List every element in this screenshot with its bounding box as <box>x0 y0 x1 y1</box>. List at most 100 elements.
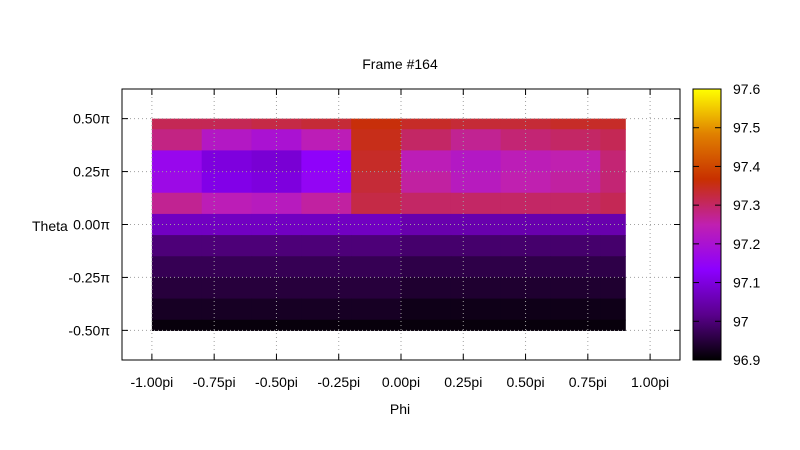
heatmap-cell <box>201 256 253 279</box>
heatmap-cell <box>251 213 302 236</box>
x-tick-label: -0.75pi <box>193 374 236 390</box>
heatmap-cell <box>201 171 253 194</box>
heatmap-cell <box>301 277 352 300</box>
heatmap-cell <box>351 213 402 236</box>
heatmap-cell <box>251 118 302 130</box>
heatmap-cell <box>600 213 626 236</box>
colorbar-label: 97.5 <box>733 120 760 136</box>
chart-title: Frame #164 <box>362 56 438 72</box>
heatmap-cell <box>600 298 626 321</box>
heatmap-cell <box>201 118 253 130</box>
heatmap-cell <box>550 192 601 215</box>
heatmap-cell <box>301 150 352 173</box>
heatmap-cell <box>600 277 626 300</box>
heatmap-cell <box>151 235 203 257</box>
heatmap-cell <box>401 235 452 257</box>
heatmap-cell <box>401 192 452 215</box>
heatmap-cell <box>450 213 502 236</box>
heatmap-cell <box>500 129 552 151</box>
y-tick-label: 0.00π <box>73 217 110 233</box>
grid-lines <box>122 89 680 360</box>
axis-ticks <box>122 89 680 360</box>
y-tick-labels: 0.50π 0.25π 0.00π -0.25π -0.50π <box>68 111 110 339</box>
heatmap-cell <box>550 235 601 257</box>
heatmap-cell <box>600 129 626 151</box>
heatmap-cell <box>251 129 302 151</box>
heatmap-cell <box>550 213 601 236</box>
x-tick-label: -1.00pi <box>130 374 173 390</box>
heatmap-cell <box>351 171 402 194</box>
heatmap-cell <box>600 118 626 130</box>
heatmap-cell <box>401 118 452 130</box>
x-tick-label: 0.00pi <box>382 374 420 390</box>
heatmap-cell <box>550 150 601 173</box>
heatmap-cell <box>600 319 626 331</box>
y-tick-label: 0.25π <box>73 164 110 180</box>
y-tick-label: -0.50π <box>68 322 110 338</box>
heatmap-cell <box>401 277 452 300</box>
heatmap-cell <box>301 129 352 151</box>
y-axis-label: Theta <box>32 218 68 234</box>
heatmap-cell <box>550 129 601 151</box>
colorbar-label: 97 <box>733 313 749 329</box>
heatmap-cell <box>301 192 352 215</box>
heatmap-cell <box>151 192 203 215</box>
colorbar-label: 97.3 <box>733 197 760 213</box>
colorbar-label: 97.4 <box>733 158 760 174</box>
heatmap-cell <box>450 150 502 173</box>
heatmap-cell <box>301 319 352 331</box>
x-tick-label: 0.75pi <box>569 374 607 390</box>
heatmap-cell <box>201 319 253 331</box>
heatmap-cell <box>201 277 253 300</box>
heatmap-cell <box>251 277 302 300</box>
heatmap-cell <box>550 256 601 279</box>
heatmap-cell <box>500 118 552 130</box>
heatmap-cell <box>351 256 402 279</box>
heatmap-cell <box>251 171 302 194</box>
heatmap-cell <box>351 235 402 257</box>
colorbar <box>692 88 722 361</box>
heatmap-cell <box>301 298 352 321</box>
heatmap-cell <box>500 171 552 194</box>
heatmap-cell <box>151 129 203 151</box>
y-tick-label: 0.50π <box>73 111 110 127</box>
heatmap-cell <box>500 277 552 300</box>
heatmap-cell <box>450 319 502 331</box>
heatmap-cell <box>550 298 601 321</box>
heatmap-cell <box>401 150 452 173</box>
heatmap-cell <box>201 150 253 173</box>
heatmap-cell <box>401 129 452 151</box>
x-tick-label: 1.00pi <box>631 374 669 390</box>
heatmap-cell <box>450 298 502 321</box>
heatmap-cell <box>201 192 253 215</box>
colorbar-label: 97.6 <box>733 81 760 97</box>
heatmap-cell <box>600 256 626 279</box>
heatmap-cell <box>251 192 302 215</box>
heatmap-cell <box>201 235 253 257</box>
x-axis-label: Phi <box>390 401 410 417</box>
colorbar-label: 96.9 <box>733 352 760 368</box>
heatmap-cell <box>301 256 352 279</box>
heatmap-cell <box>201 129 253 151</box>
heatmap-cell <box>550 319 601 331</box>
x-tick-label: -0.50pi <box>255 374 298 390</box>
heatmap-cell <box>500 256 552 279</box>
heatmap-cell <box>550 118 601 130</box>
heatmap-cell <box>550 171 601 194</box>
heatmap-cell <box>351 192 402 215</box>
heatmap-cell <box>450 118 502 130</box>
heatmap-cell <box>301 171 352 194</box>
heatmap-cell <box>301 118 352 130</box>
heatmap-cell <box>151 213 203 236</box>
heatmap-cell <box>351 277 402 300</box>
heatmap-cell <box>600 192 626 215</box>
heatmap-cell <box>450 235 502 257</box>
heatmap-cell <box>301 235 352 257</box>
heatmap-cell <box>151 118 203 130</box>
heatmap-cell <box>600 150 626 173</box>
heatmap-cell <box>450 277 502 300</box>
heatmap-cell <box>351 129 402 151</box>
heatmap-cell <box>351 150 402 173</box>
heatmap-cell <box>401 298 452 321</box>
heatmap-cell <box>450 256 502 279</box>
